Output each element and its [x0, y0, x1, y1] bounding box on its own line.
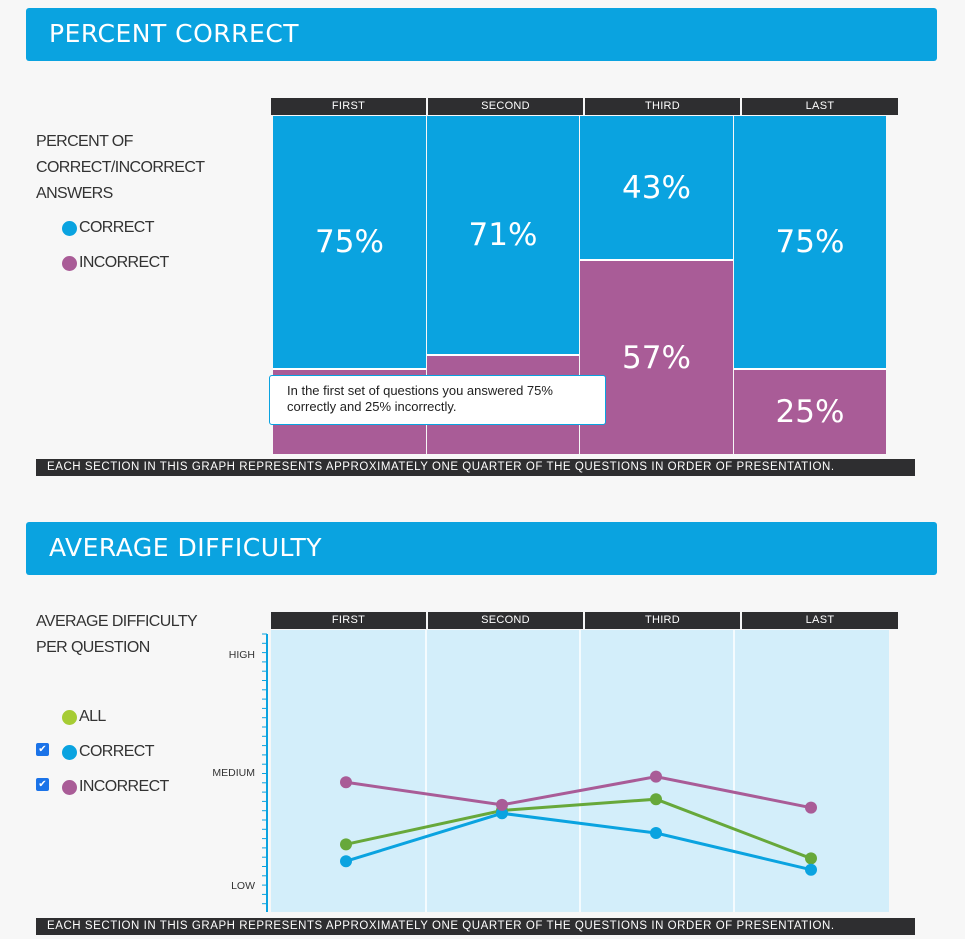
- legend-incorrect-label: INCORRECT: [79, 254, 169, 271]
- chart1-legend-title-line-2: CORRECT/INCORRECT: [36, 159, 205, 176]
- incorrect-dot-icon: [62, 255, 77, 271]
- line-incorrect: [345, 775, 812, 810]
- bar-correct-third[interactable]: 43%: [580, 116, 733, 262]
- chart2-legend-title: AVERAGE DIFFICULTY PER QUESTION: [36, 609, 198, 661]
- correct-line-dot-icon: [62, 744, 77, 760]
- percent-correct-title: PERCENT CORRECT: [49, 19, 300, 48]
- legend-correct-label: CORRECT: [79, 219, 155, 236]
- point-all-first: [340, 838, 352, 851]
- chart1-col-header-first: FIRST: [271, 98, 426, 115]
- ytick-medium: MEDIUM: [212, 767, 255, 779]
- chart1-footnote: EACH SECTION IN THIS GRAPH REPRESENTS AP…: [36, 459, 915, 476]
- chart2-col-header-first: FIRST: [271, 612, 426, 629]
- chart2-col-header-last: LAST: [742, 612, 898, 629]
- chart2-footnote: EACH SECTION IN THIS GRAPH REPRESENTS AP…: [36, 918, 915, 935]
- chart1-legend-title: PERCENT OF CORRECT/INCORRECT ANSWERS: [36, 129, 205, 207]
- chart2-col-header-second: SECOND: [428, 612, 583, 629]
- ytick-low: LOW: [231, 880, 255, 892]
- bar-incorrect-last[interactable]: 25%: [734, 369, 886, 454]
- chart1-legend-title-line-3: ANSWERS: [36, 185, 113, 202]
- chart1-col-header-last: LAST: [742, 98, 898, 115]
- incorrect-line-dot-icon: [62, 779, 77, 795]
- point-incorrect-first: [340, 776, 352, 789]
- chart1-col-header-third: THIRD: [585, 98, 740, 115]
- point-incorrect-last: [805, 801, 817, 814]
- percent-correct-header: PERCENT CORRECT: [26, 8, 937, 61]
- average-difficulty-header: AVERAGE DIFFICULTY: [26, 522, 937, 575]
- line-correct: [345, 811, 812, 872]
- legend-incorrect-line[interactable]: INCORRECT: [62, 778, 169, 796]
- correct-checkbox[interactable]: ✔: [36, 743, 49, 756]
- legend-correct[interactable]: CORRECT: [62, 219, 155, 237]
- chart1-col-header-second: SECOND: [428, 98, 583, 115]
- bar-correct-second[interactable]: 71%: [427, 116, 579, 356]
- legend-incorrect-line-label: INCORRECT: [79, 778, 169, 795]
- point-correct-last: [805, 863, 817, 876]
- bar-correct-first[interactable]: 75%: [273, 116, 426, 370]
- legend-incorrect[interactable]: INCORRECT: [62, 254, 169, 272]
- incorrect-checkbox[interactable]: ✔: [36, 778, 49, 791]
- bar-label-incorrect-third: 57%: [622, 339, 691, 376]
- point-incorrect-third: [650, 770, 662, 783]
- all-dot-icon: [62, 709, 77, 725]
- legend-all-label: ALL: [79, 708, 106, 725]
- point-all-third: [650, 793, 662, 806]
- point-correct-third: [650, 827, 662, 840]
- bar-tooltip: In the first set of questions you answer…: [269, 375, 606, 425]
- correct-dot-icon: [62, 220, 77, 236]
- bar-label-correct-second: 71%: [468, 216, 538, 253]
- legend-all[interactable]: ALL: [62, 708, 106, 726]
- point-all-last: [805, 852, 817, 865]
- legend-correct-line-label: CORRECT: [79, 743, 155, 760]
- chart1-legend-title-line-1: PERCENT OF: [36, 133, 133, 150]
- ytick-high: HIGH: [228, 649, 255, 661]
- bar-label-incorrect-last: 25%: [775, 393, 845, 430]
- chart2-legend-title-line-1: AVERAGE DIFFICULTY: [36, 613, 198, 630]
- point-correct-second: [496, 807, 508, 820]
- line-all: [345, 797, 812, 860]
- point-correct-first: [340, 855, 352, 868]
- bar-label-correct-third: 43%: [622, 169, 691, 206]
- chart2-legend-title-line-2: PER QUESTION: [36, 639, 150, 656]
- legend-correct-line[interactable]: CORRECT: [62, 743, 155, 761]
- bar-label-correct-first: 75%: [315, 223, 384, 260]
- bar-correct-last[interactable]: 75%: [734, 116, 886, 370]
- average-difficulty-title: AVERAGE DIFFICULTY: [49, 533, 323, 562]
- point-incorrect-second: [496, 798, 508, 811]
- chart2-col-header-third: THIRD: [585, 612, 740, 629]
- bar-label-correct-last: 75%: [775, 223, 845, 260]
